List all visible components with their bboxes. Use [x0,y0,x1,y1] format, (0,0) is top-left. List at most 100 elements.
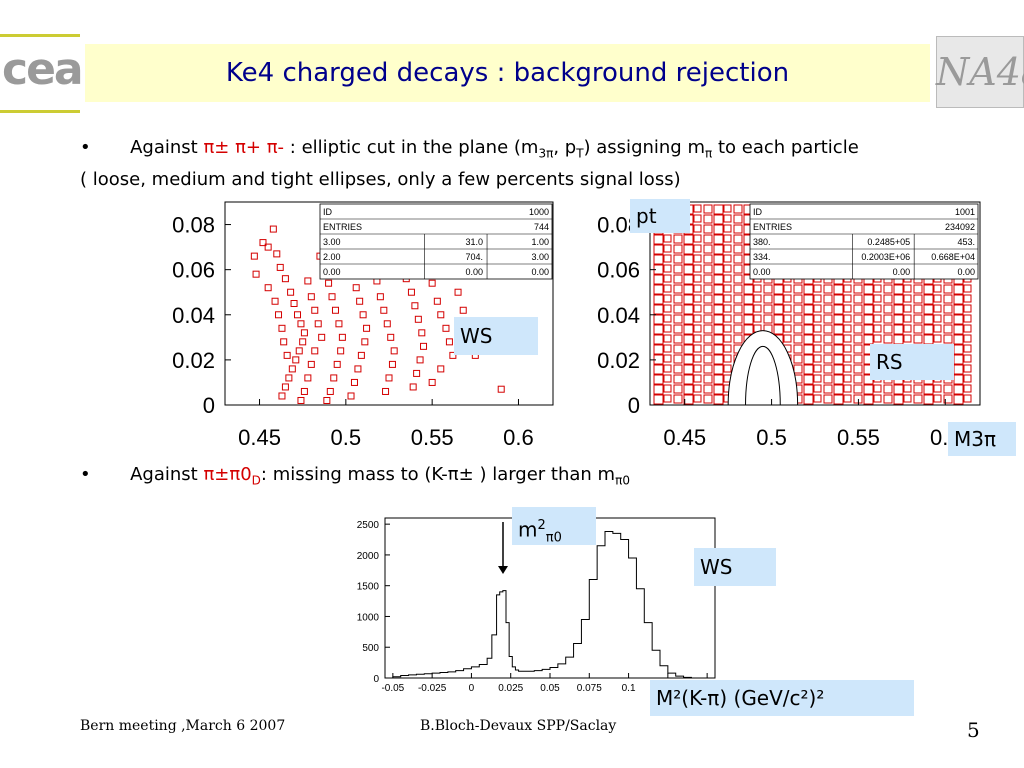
bullet-2-sub-d: D [251,473,261,488]
scatter-point [863,284,874,295]
scatter-point [259,239,267,247]
scatter-point [318,333,326,341]
scatter-point [693,234,702,243]
scatter-point [703,204,713,214]
scatter-point [437,365,445,373]
right-stats-cell: 0.00 [957,267,975,277]
scatter-point [773,284,784,295]
scatter-point [281,383,289,391]
scatter-point [963,394,972,403]
scatter-point [359,311,367,319]
scatter-point [653,314,664,325]
scatter-point [933,284,942,293]
hist-xtick-label: 0.1 [622,683,636,694]
left-stats-cell: 0.00 [531,267,549,277]
left-stats-cell: 744 [534,222,549,232]
scatter-point [311,306,319,314]
scatter-point [953,294,964,305]
scatter-point [953,304,964,315]
scatter-point [933,384,942,393]
scatter-point [793,304,803,314]
scatter-point [350,378,358,386]
scatter-point [813,294,822,303]
scatter-point [703,314,713,324]
hist-xtick-label: -0.025 [418,683,447,694]
scatter-point [723,364,732,373]
scatter-point [963,334,972,343]
scatter-point [893,284,904,295]
scatter-point [853,324,863,334]
cea-bottom-line [0,110,80,113]
scatter-point [663,294,672,303]
right-xtick-label: 0.5 [756,425,787,450]
left-stats-cell: 0.00 [466,267,484,277]
scatter-point [943,294,953,304]
scatter-point [843,304,852,313]
scatter-point [411,302,419,310]
scatter-point [763,304,773,314]
scatter-point [683,344,694,355]
right-stats-cell: 0.00 [753,267,771,277]
scatter-point [743,284,754,295]
scatter-point [663,314,672,323]
m2pi0-label: m2π0 [512,507,596,546]
scatter-point [793,294,803,304]
scatter-point [963,314,972,323]
scatter-point [903,284,912,293]
scatter-point [723,244,732,253]
scatter-point [913,334,923,344]
scatter-point [893,324,904,335]
scatter-point [413,369,421,377]
hist-xtick-label: -0.05 [381,683,404,694]
scatter-point [693,254,702,263]
ellipse-inner [745,345,781,406]
scatter-point [703,234,713,244]
scatter-point [693,204,702,213]
scatter-point [307,360,315,368]
scatter-point [683,324,694,335]
scatter-point [693,294,702,303]
scatter-point [703,224,713,234]
scatter-point [923,384,934,395]
scatter-point [753,304,762,313]
scatter-point [713,234,724,245]
scatter-point [356,297,364,305]
scatter-point [673,344,683,354]
scatter-point [433,297,441,305]
scatter-point [783,314,792,323]
scatter-point [963,384,972,393]
scatter-point [294,311,302,319]
scatter-point [783,294,792,303]
scatter-point [793,284,803,294]
scatter-point [823,324,833,334]
scatter-point [803,324,814,335]
scatter-point [873,324,882,333]
scatter-point [414,315,422,323]
scatter-point [314,320,322,328]
scatter-point [963,344,972,353]
scatter-point [913,394,923,404]
scatter-point [793,344,803,354]
footer-page: 5 [967,718,980,742]
scatter-point [853,354,863,364]
bullet-2-sub-pi0: π0 [615,473,630,488]
m2pi0-main: m [518,517,538,542]
scatter-point [673,244,683,254]
scatter-point [953,384,964,395]
scatter-point [733,224,743,234]
scatter-point [683,314,694,325]
scatter-point [420,342,428,350]
scatter-point [883,324,893,334]
scatter-point [943,314,953,324]
scatter-point [673,384,683,394]
left-xtick-label: 0.55 [411,425,454,450]
scatter-point [693,364,702,373]
scatter-point [963,284,972,293]
scatter-point [703,254,713,264]
footer-left: Bern meeting ,March 6 2007 [80,718,286,734]
scatter-point [853,364,863,374]
scatter-point [409,383,417,391]
scatter-point [823,354,833,364]
scatter-point [823,344,833,354]
right-stats-box [749,203,979,280]
